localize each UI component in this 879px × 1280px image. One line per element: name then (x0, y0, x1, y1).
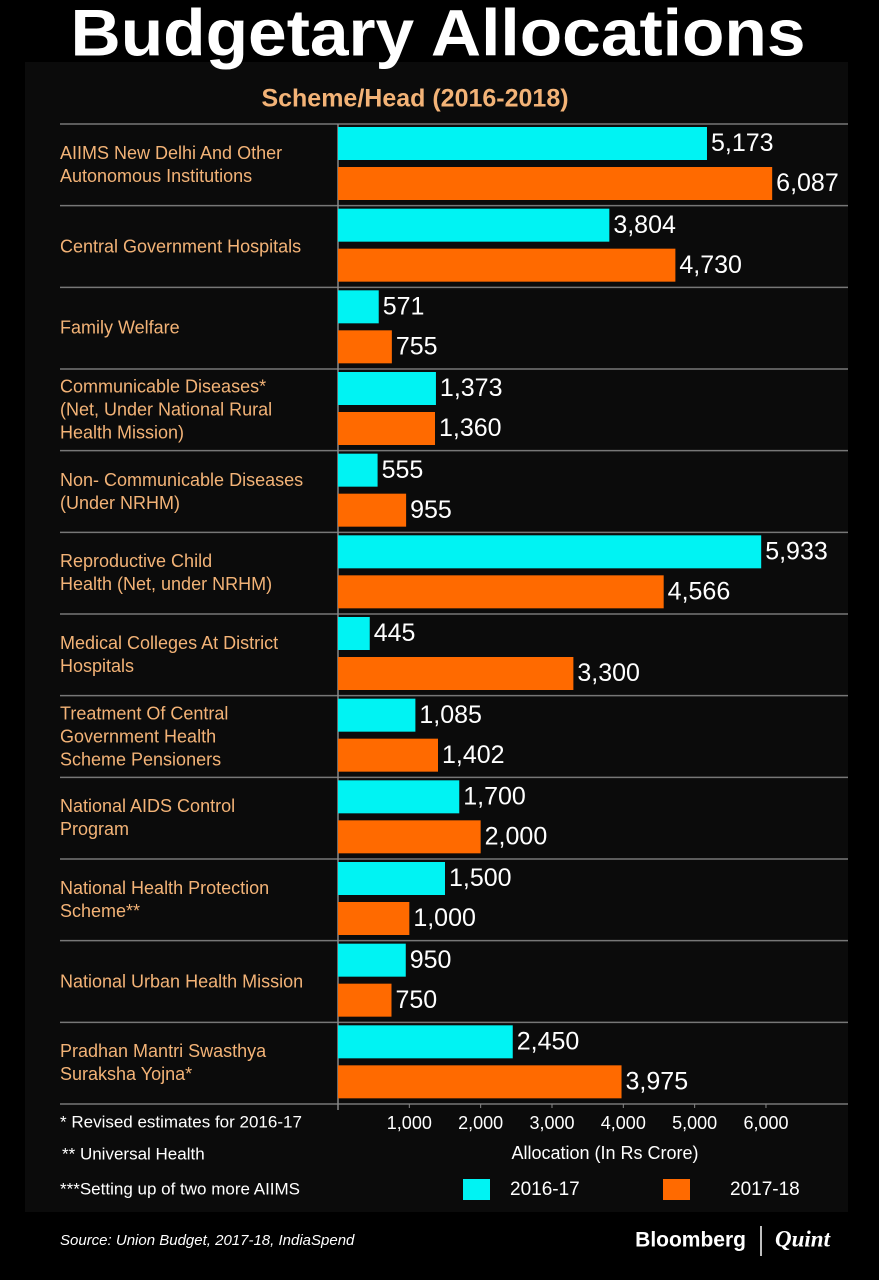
note: ***Setting up of two more AIIMS (60, 1179, 300, 1198)
category-label: Pradhan Mantri Swasthya Suraksha Yojna* (60, 1041, 267, 1085)
value-label: 4,730 (679, 251, 742, 279)
legend-swatch (663, 1179, 690, 1200)
category-label: Communicable Diseases* (Net, Under Natio… (60, 376, 273, 443)
value-label: 2,450 (517, 1027, 580, 1055)
value-label: 2,000 (485, 822, 548, 850)
bar (338, 453, 378, 487)
value-label: 571 (383, 292, 425, 320)
bar (338, 780, 460, 814)
category-label: Non- Communicable Diseases (Under NRHM) (60, 469, 304, 513)
x-tick-label: 3,000 (529, 1113, 574, 1133)
x-tick-label: 6,000 (743, 1113, 788, 1133)
bar (338, 330, 392, 364)
bar (338, 698, 416, 732)
value-label: 1,700 (463, 782, 526, 810)
value-label: 6,087 (776, 169, 839, 197)
value-label: 1,402 (442, 741, 505, 769)
value-label: 3,300 (577, 659, 640, 687)
bar (338, 738, 439, 772)
value-label: 1,373 (440, 374, 503, 402)
value-label: 1,000 (413, 904, 476, 932)
bar (338, 820, 481, 854)
bar (338, 617, 370, 650)
chart-title: Budgetary Allocations (71, 0, 806, 69)
bar (338, 862, 445, 895)
brand: Quint (775, 1226, 831, 1251)
bar (338, 983, 392, 1017)
bar (338, 575, 664, 609)
bar (338, 1065, 622, 1099)
brand: Bloomberg (635, 1229, 746, 1252)
value-label: 955 (410, 496, 452, 524)
bar (338, 412, 436, 445)
legend-swatch (463, 1179, 490, 1200)
bar (338, 167, 773, 200)
bar (338, 1025, 513, 1059)
bar (338, 943, 406, 977)
value-label: 555 (382, 456, 424, 484)
value-label: 755 (396, 332, 438, 360)
value-label: 1,085 (419, 701, 482, 729)
x-tick-label: 4,000 (601, 1113, 646, 1133)
x-tick-label: 2,000 (458, 1113, 503, 1133)
value-label: 950 (410, 946, 452, 974)
bar (338, 657, 574, 690)
legend-label: 2017-18 (730, 1179, 800, 1200)
bar (338, 535, 762, 569)
value-label: 750 (395, 986, 437, 1014)
value-label: 3,804 (613, 211, 676, 239)
category-label: Medical Colleges At District Hospitals (60, 632, 279, 676)
bar (338, 902, 410, 935)
category-label: Treatment Of Central Government Health S… (60, 703, 229, 769)
category-label: National Urban Health Mission (60, 971, 304, 991)
value-label: 5,933 (765, 537, 828, 565)
value-label: 445 (374, 619, 416, 647)
x-tick-label: 1,000 (387, 1113, 432, 1133)
category-label: Family Welfare (60, 317, 180, 338)
value-label: 1,360 (439, 414, 502, 442)
bar (338, 127, 707, 160)
x-axis-label: Allocation (In Rs Crore) (511, 1143, 698, 1163)
category-label: Central Government Hospitals (60, 236, 302, 256)
category-label: National AIDS Control Program (60, 796, 236, 840)
chart-subtitle: Scheme/Head (2016-2018) (261, 85, 568, 113)
note: * Revised estimates for 2016-17 (60, 1112, 302, 1131)
category-label: AIIMS New Delhi And Other Autonomous Ins… (60, 142, 283, 186)
value-label: 3,975 (626, 1067, 689, 1095)
source: Source: Union Budget, 2017-18, IndiaSpen… (60, 1232, 355, 1249)
bar (338, 493, 407, 527)
value-label: 4,566 (668, 577, 731, 605)
category-label: Reproductive Child Health (Net, under NR… (60, 551, 273, 595)
bar (338, 372, 436, 405)
bar (338, 248, 676, 282)
note: ** Universal Health (62, 1144, 205, 1163)
bar (338, 290, 379, 324)
value-label: 5,173 (711, 129, 774, 157)
category-label: National Health Protection Scheme** (60, 877, 270, 921)
bar (338, 208, 610, 242)
value-label: 1,500 (449, 864, 512, 892)
legend-label: 2016-17 (510, 1179, 580, 1200)
x-tick-label: 5,000 (672, 1113, 717, 1133)
